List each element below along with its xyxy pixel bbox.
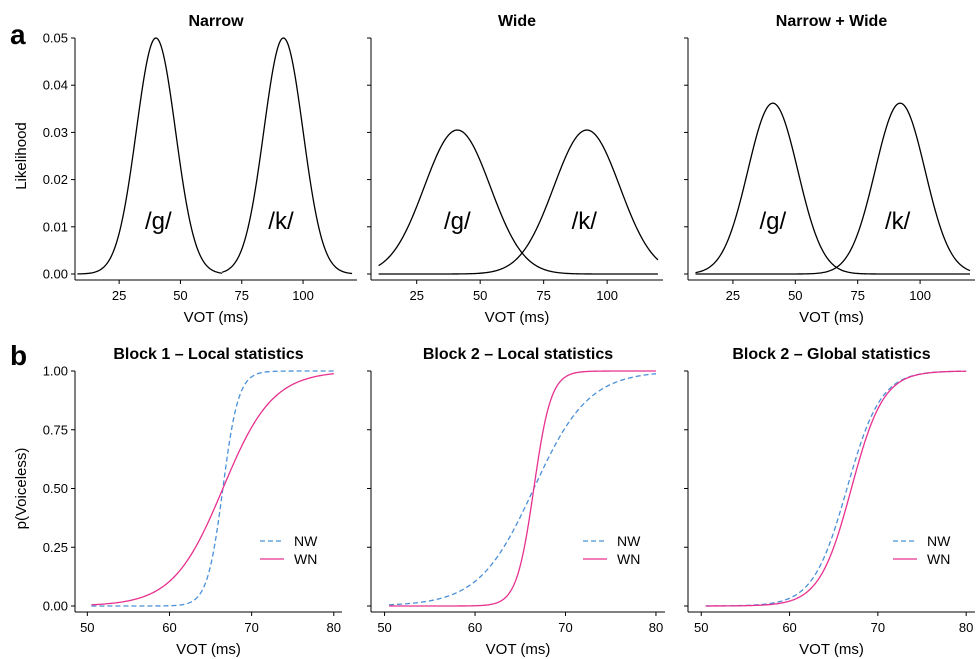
- x-tick-label: 70: [558, 620, 572, 635]
- series-line-nw: [705, 370, 967, 607]
- x-tick-label: 50: [473, 288, 487, 303]
- y-axis-label: p(Voiceless): [13, 448, 30, 530]
- category-annotation: /k/: [268, 208, 294, 235]
- category-annotation: /k/: [572, 208, 598, 235]
- x-tick-label: 50: [80, 620, 94, 635]
- x-tick-label: 50: [694, 620, 708, 635]
- x-tick-label: 75: [536, 288, 550, 303]
- chart-panel-2: Wide 25 50 75 100 VOT (ms) /g/ /k/: [367, 13, 663, 326]
- series-line-wn: [389, 370, 656, 607]
- chart-panel-1: Narrow 0.00 0.01 0.02 0.03 0.04 0.05 25 50 75 100 V…: [13, 13, 357, 326]
- y-tick-label: 0.50: [43, 481, 68, 496]
- y-axis-label: Likelihood: [13, 122, 30, 190]
- x-tick-label: 50: [788, 288, 802, 303]
- x-tick-label: 80: [327, 620, 341, 635]
- x-axis-label: VOT (ms): [799, 641, 864, 658]
- chart-panel-3: Narrow + Wide 25 50 75 100 VOT (ms) /g/ /k/: [684, 13, 975, 326]
- y-tick-label: 0.03: [43, 125, 68, 140]
- x-axis-label: VOT (ms): [176, 641, 241, 658]
- x-tick-label: 70: [244, 620, 258, 635]
- panel-title: Wide: [498, 13, 536, 30]
- legend-label-nw: NW: [294, 533, 318, 549]
- y-tick-label: 0.04: [43, 78, 68, 93]
- x-tick-label: 80: [649, 620, 663, 635]
- y-tick-label: 0.00: [43, 267, 68, 282]
- x-tick-label: 60: [162, 620, 176, 635]
- panel-letter-b: b: [10, 340, 27, 371]
- series-line-nw: [91, 370, 334, 607]
- x-tick-label: 80: [959, 620, 973, 635]
- x-tick-label: 25: [409, 288, 423, 303]
- panel-title: Narrow + Wide: [776, 13, 888, 30]
- chart-panel-4: Block 1 – Local statistics 0.00 0.25 0.50 0.…: [13, 346, 342, 658]
- x-axis-label: VOT (ms): [799, 309, 864, 326]
- series-line-nw: [389, 373, 657, 606]
- y-tick-label: 0.00: [43, 599, 68, 614]
- y-tick-label: 0.75: [43, 422, 68, 437]
- x-tick-label: 100: [596, 288, 618, 303]
- y-tick-label: 0.25: [43, 540, 68, 555]
- density-curve: [77, 37, 223, 275]
- x-tick-label: 75: [850, 288, 864, 303]
- x-axis-label: VOT (ms): [184, 309, 249, 326]
- series-line-wn: [705, 370, 967, 607]
- legend-label-wn: WN: [927, 551, 950, 567]
- panel-title: Block 2 – Local statistics: [423, 346, 613, 363]
- x-tick-label: 100: [909, 288, 931, 303]
- x-tick-label: 75: [235, 288, 249, 303]
- series-line-wn: [91, 373, 334, 606]
- x-axis-label: VOT (ms): [485, 309, 550, 326]
- density-curve: [221, 37, 353, 275]
- x-tick-label: 50: [377, 620, 391, 635]
- density-curve: [695, 102, 971, 275]
- chart-panels: Narrow 0.00 0.01 0.02 0.03 0.04 0.05 25 50 75 100 V…: [13, 13, 975, 658]
- x-tick-label: 50: [173, 288, 187, 303]
- y-tick-label: 0.01: [43, 219, 68, 234]
- legend-label-wn: WN: [294, 551, 317, 567]
- legend-label-nw: NW: [927, 533, 951, 549]
- legend-label-nw: NW: [617, 533, 641, 549]
- x-tick-label: 60: [468, 620, 482, 635]
- y-tick-label: 0.02: [43, 172, 68, 187]
- x-tick-label: 100: [292, 288, 314, 303]
- x-tick-label: 60: [782, 620, 796, 635]
- x-tick-label: 70: [871, 620, 885, 635]
- y-tick-label: 1.00: [43, 364, 68, 379]
- x-tick-label: 25: [112, 288, 126, 303]
- x-axis-label: VOT (ms): [486, 641, 551, 658]
- category-annotation: /g/: [444, 208, 471, 235]
- panel-title: Block 1 – Local statistics: [113, 346, 303, 363]
- panel-letter-a: a: [10, 19, 26, 50]
- panel-title: Block 2 – Global statistics: [732, 346, 930, 363]
- density-curve: [378, 129, 659, 275]
- panel-title: Narrow: [188, 13, 244, 30]
- x-tick-label: 25: [726, 288, 740, 303]
- chart-panel-6: Block 2 – Global statistics 50 60 70 80 VOT (…: [684, 346, 975, 658]
- category-annotation: /g/: [145, 208, 172, 235]
- legend-label-wn: WN: [617, 551, 640, 567]
- y-tick-label: 0.05: [43, 31, 68, 46]
- chart-panel-5: Block 2 – Local statistics 50 60 70 80 VOT (m…: [367, 346, 665, 658]
- density-curve: [378, 129, 658, 275]
- category-annotation: /k/: [885, 208, 911, 235]
- category-annotation: /g/: [760, 208, 787, 235]
- density-curve: [695, 102, 971, 275]
